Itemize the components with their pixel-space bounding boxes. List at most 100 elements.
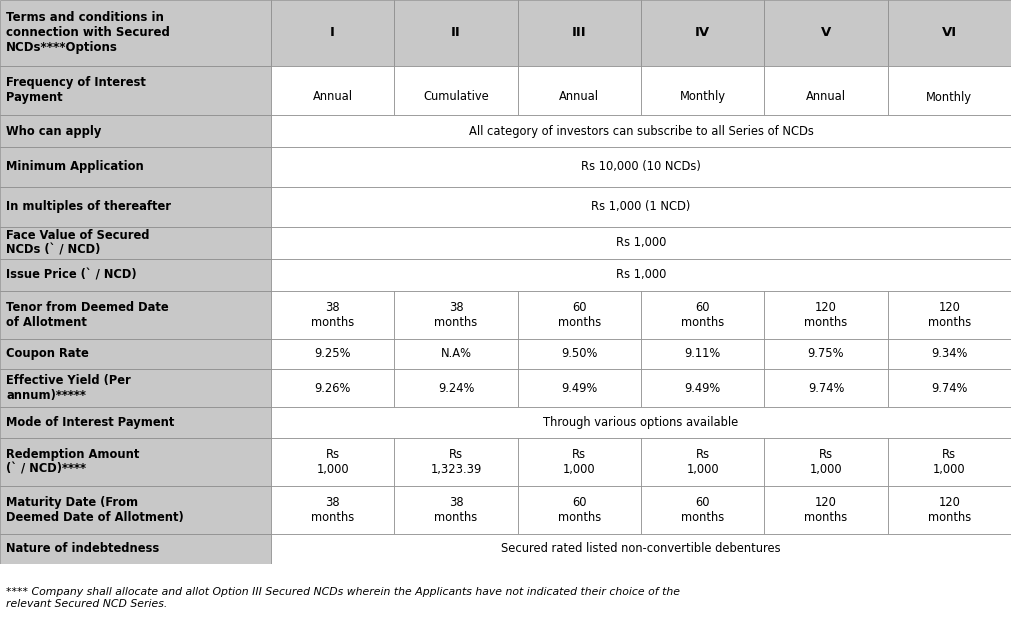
Text: Frequency of Interest
Payment: Frequency of Interest Payment <box>6 76 146 104</box>
Bar <box>641 0 764 66</box>
Bar <box>0 339 271 369</box>
Bar <box>271 115 1011 147</box>
Text: 120
months: 120 months <box>805 301 847 329</box>
Text: 120
months: 120 months <box>928 301 971 329</box>
Bar <box>764 0 888 66</box>
Text: 38
months: 38 months <box>311 301 354 329</box>
Bar <box>518 0 641 66</box>
Text: 9.34%: 9.34% <box>931 348 968 360</box>
Bar <box>641 438 764 486</box>
Bar <box>0 66 271 115</box>
Bar <box>394 438 518 486</box>
Bar <box>0 438 271 486</box>
Text: 60
months: 60 months <box>681 495 724 524</box>
Bar <box>0 291 271 339</box>
Bar <box>518 369 641 408</box>
Text: II: II <box>451 27 461 39</box>
Text: Secured rated listed non-convertible debentures: Secured rated listed non-convertible deb… <box>501 542 780 556</box>
Text: Coupon Rate: Coupon Rate <box>6 348 89 360</box>
Bar <box>394 291 518 339</box>
Text: Rs
1,000: Rs 1,000 <box>810 448 842 476</box>
Text: Through various options available: Through various options available <box>543 416 739 429</box>
Bar <box>764 438 888 486</box>
Text: All category of investors can subscribe to all Series of NCDs: All category of investors can subscribe … <box>468 125 814 138</box>
Bar <box>394 339 518 369</box>
Text: Annual: Annual <box>806 90 846 103</box>
Text: In multiples of thereafter: In multiples of thereafter <box>6 200 171 214</box>
Text: 9.50%: 9.50% <box>561 348 598 360</box>
Text: Annual: Annual <box>312 90 353 103</box>
Bar <box>888 369 1011 408</box>
Text: Face Value of Secured
NCDs (` / NCD): Face Value of Secured NCDs (` / NCD) <box>6 229 150 257</box>
Text: 38
months: 38 months <box>435 301 477 329</box>
Bar <box>0 227 271 259</box>
Bar <box>271 66 394 115</box>
Bar <box>271 187 1011 227</box>
Bar <box>641 486 764 534</box>
Bar <box>394 369 518 408</box>
Text: 9.75%: 9.75% <box>808 348 844 360</box>
Bar <box>0 486 271 534</box>
Text: Issue Price (` / NCD): Issue Price (` / NCD) <box>6 269 136 281</box>
Text: Rs
1,000: Rs 1,000 <box>686 448 719 476</box>
Text: VI: VI <box>942 27 956 39</box>
Text: Tenor from Deemed Date
of Allotment: Tenor from Deemed Date of Allotment <box>6 301 169 329</box>
Text: 60
months: 60 months <box>681 301 724 329</box>
Bar <box>0 147 271 187</box>
Bar <box>271 259 1011 291</box>
Bar <box>518 66 641 115</box>
Text: Redemption Amount
(` / NCD)****: Redemption Amount (` / NCD)**** <box>6 448 140 476</box>
Bar <box>271 291 394 339</box>
Bar <box>271 147 1011 187</box>
Bar <box>0 564 1011 632</box>
Text: 9.49%: 9.49% <box>561 382 598 395</box>
Bar <box>764 369 888 408</box>
Text: Mode of Interest Payment: Mode of Interest Payment <box>6 416 175 429</box>
Text: 9.74%: 9.74% <box>931 382 968 395</box>
Text: 120
months: 120 months <box>805 495 847 524</box>
Text: 38
months: 38 months <box>311 495 354 524</box>
Text: IV: IV <box>696 27 710 39</box>
Bar <box>764 66 888 115</box>
Bar <box>394 0 518 66</box>
Bar <box>518 486 641 534</box>
Bar <box>271 486 394 534</box>
Text: Cumulative: Cumulative <box>423 90 489 103</box>
Text: Rs 10,000 (10 NCDs): Rs 10,000 (10 NCDs) <box>581 161 701 174</box>
Bar <box>518 438 641 486</box>
Bar <box>641 66 764 115</box>
Bar <box>394 66 518 115</box>
Text: Rs
1,000: Rs 1,000 <box>563 448 595 476</box>
Bar <box>518 339 641 369</box>
Text: V: V <box>821 27 831 39</box>
Text: 9.26%: 9.26% <box>314 382 351 395</box>
Text: Monthly: Monthly <box>926 91 973 104</box>
Text: Rs
1,323.39: Rs 1,323.39 <box>431 448 481 476</box>
Bar <box>888 339 1011 369</box>
Text: 9.74%: 9.74% <box>808 382 844 395</box>
Bar <box>271 438 394 486</box>
Text: N.A%: N.A% <box>441 348 471 360</box>
Text: Rs 1,000: Rs 1,000 <box>616 236 666 250</box>
Bar <box>641 291 764 339</box>
Text: Rs 1,000 (1 NCD): Rs 1,000 (1 NCD) <box>591 200 691 214</box>
Text: **** Company shall allocate and allot Option III Secured NCDs wherein the Applic: **** Company shall allocate and allot Op… <box>6 587 680 609</box>
Bar <box>0 187 271 227</box>
Text: 60
months: 60 months <box>558 495 601 524</box>
Bar <box>0 115 271 147</box>
Text: Rs 1,000: Rs 1,000 <box>616 269 666 281</box>
Bar <box>888 291 1011 339</box>
Bar <box>394 486 518 534</box>
Text: Minimum Application: Minimum Application <box>6 161 144 174</box>
Bar <box>271 227 1011 259</box>
Bar <box>0 259 271 291</box>
Text: 9.24%: 9.24% <box>438 382 474 395</box>
Text: Rs
1,000: Rs 1,000 <box>933 448 966 476</box>
Text: 9.25%: 9.25% <box>314 348 351 360</box>
Bar <box>764 486 888 534</box>
Text: Rs
1,000: Rs 1,000 <box>316 448 349 476</box>
Text: III: III <box>572 27 586 39</box>
Bar <box>0 534 271 564</box>
Bar <box>764 291 888 339</box>
Bar <box>888 438 1011 486</box>
